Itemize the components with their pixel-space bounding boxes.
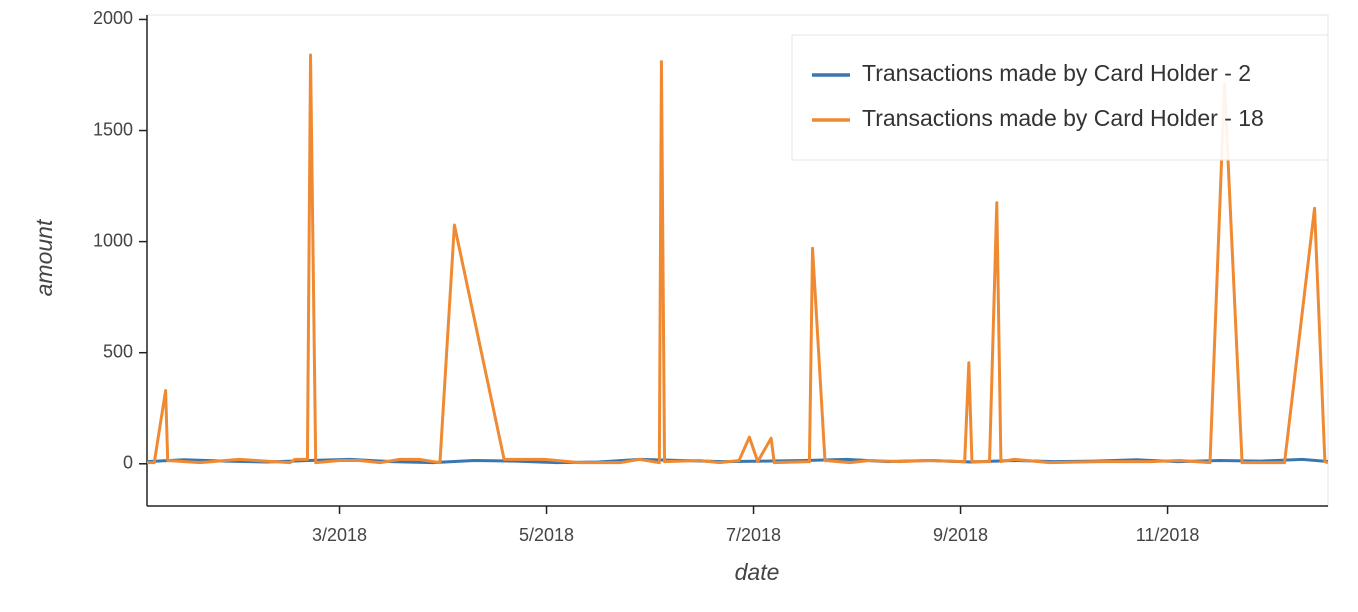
x-tick-label: 3/2018 bbox=[312, 525, 367, 545]
x-axis-label: date bbox=[735, 559, 780, 585]
y-tick-label: 1500 bbox=[93, 119, 133, 139]
x-tick-label: 11/2018 bbox=[1136, 525, 1200, 545]
series-line bbox=[147, 53, 1328, 465]
legend-label: Transactions made by Card Holder - 18 bbox=[862, 105, 1264, 131]
y-tick-label: 1000 bbox=[93, 230, 133, 250]
y-tick-label: 500 bbox=[103, 341, 133, 361]
legend-box bbox=[791, 34, 1329, 161]
x-tick-label: 7/2018 bbox=[726, 525, 781, 545]
y-axis-label: amount bbox=[31, 218, 57, 296]
legend-label: Transactions made by Card Holder - 2 bbox=[862, 60, 1251, 86]
y-tick-label: 2000 bbox=[93, 8, 133, 28]
y-tick-label: 0 bbox=[123, 453, 133, 473]
x-tick-label: 9/2018 bbox=[933, 525, 988, 545]
x-tick-label: 5/2018 bbox=[519, 525, 574, 545]
